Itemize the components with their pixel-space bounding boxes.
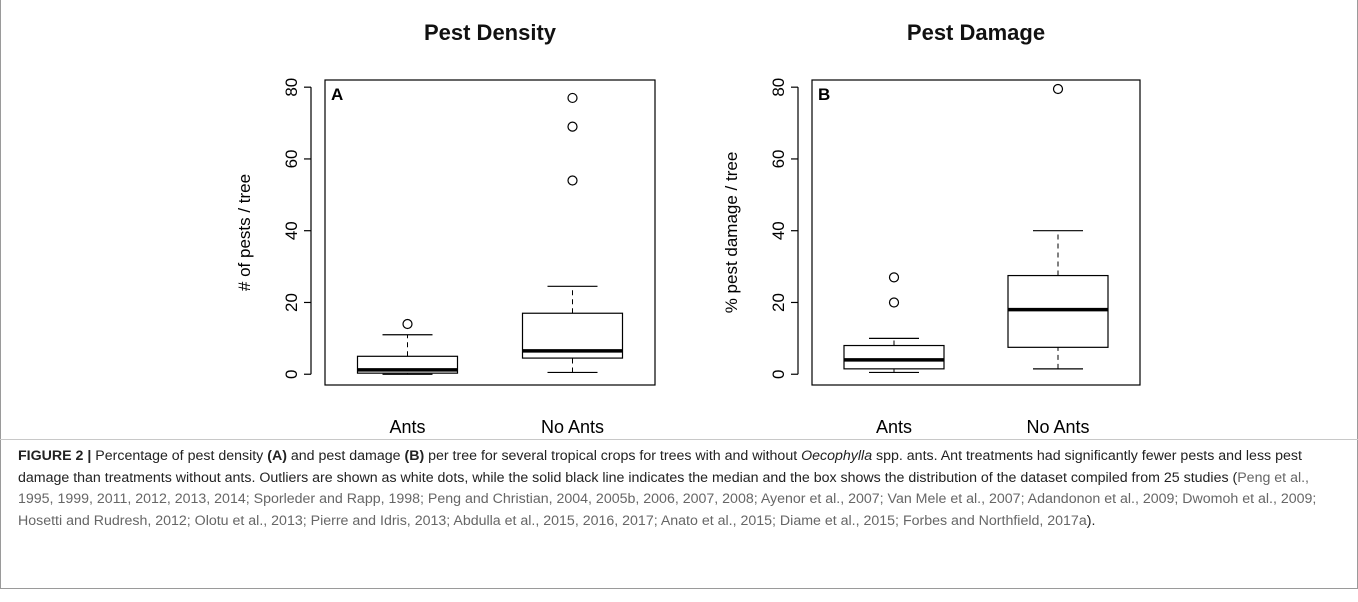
caption-text: spp. ants. Ant treatments had significan…	[18, 448, 1302, 486]
y-tick-label: 80	[769, 78, 788, 97]
figure: Pest Density A 0 20 40 60 80 # of pests / tree A…	[235, 20, 1141, 437]
citations: Peng et al., 1995, 1999, 2011, 2012, 201…	[18, 469, 1317, 529]
outlier	[567, 175, 578, 186]
y-tick-label: 60	[282, 149, 301, 168]
outlier	[567, 92, 578, 104]
outlier	[402, 318, 413, 330]
box	[843, 344, 945, 370]
plot-frame	[324, 79, 656, 386]
y-tick-label: 80	[282, 78, 301, 97]
caption: FIGURE 2 | Percentage of pest density (A…	[18, 446, 1340, 532]
panel-label: B	[818, 85, 830, 104]
x-tick-label: Ants	[876, 417, 912, 437]
caption-text: per tree for several tropical crops for …	[424, 448, 802, 464]
caption-text: ).	[1086, 512, 1096, 529]
y-tick-label: 40	[282, 221, 301, 240]
y-tick-label: 20	[282, 293, 301, 312]
y-axis-label: % pest damage / tree	[722, 152, 741, 314]
x-tick-label: Ants	[389, 417, 425, 437]
caption-text: and pest damage	[286, 448, 405, 464]
y-tick-label: 60	[769, 149, 788, 168]
y-tick-label: 0	[282, 370, 301, 379]
y-tick-label: 0	[769, 370, 788, 379]
box	[1007, 274, 1109, 348]
separator	[0, 439, 1358, 440]
chart-title: Pest Density	[424, 20, 557, 45]
plot-frame	[811, 79, 1141, 386]
chart-title: Pest Damage	[907, 20, 1045, 45]
outlier	[1052, 83, 1064, 95]
y-axis-label: # of pests / tree	[235, 174, 254, 291]
panel-label: A	[331, 85, 343, 104]
caption-text: Percentage of pest density	[91, 448, 268, 464]
x-tick-label: No Ants	[1026, 417, 1089, 437]
outlier	[888, 297, 900, 308]
caption-text: (B)	[404, 448, 425, 464]
caption-text: (A)	[267, 448, 287, 464]
outlier	[567, 121, 578, 132]
figure-label: FIGURE 2 |	[18, 448, 92, 464]
y-tick-label: 20	[769, 293, 788, 312]
outlier	[888, 272, 900, 283]
x-tick-label: No Ants	[541, 417, 604, 437]
y-tick-label: 40	[769, 221, 788, 240]
caption-text: Oecophylla	[801, 448, 873, 464]
